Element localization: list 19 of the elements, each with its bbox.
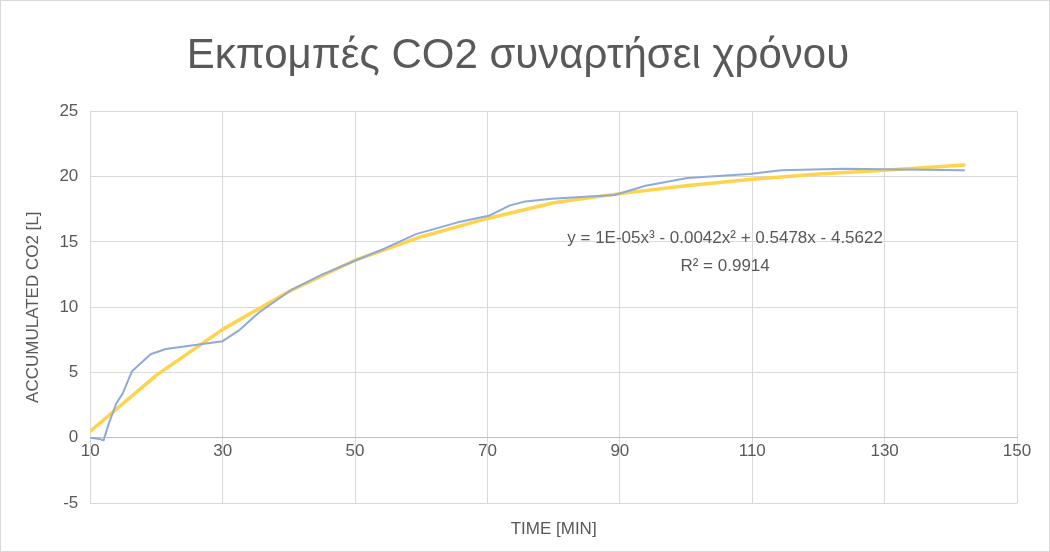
chart-title: Εκπομπές CO2 συναρτήσει χρόνου	[186, 29, 850, 77]
y-tick-label: 0	[68, 427, 79, 447]
y-tick-label: 20	[59, 166, 79, 186]
x-tick-label: 90	[610, 440, 630, 460]
y-tick-label: 10	[59, 296, 79, 316]
x-tick-label: 150	[1002, 440, 1032, 460]
x-tick-label: 50	[345, 440, 365, 460]
annotation: y = 1E-05x³ - 0.0042x² + 0.5478x - 4.5622	[567, 228, 883, 248]
x-tick-label: 110	[738, 440, 766, 460]
x-tick-label: 30	[213, 440, 233, 460]
x-tick-label: 70	[478, 440, 497, 460]
y-tick-label: 5	[68, 362, 79, 382]
annotation: R² = 0.9914	[680, 256, 770, 276]
y-tick-label: -5	[63, 492, 79, 512]
y-axis-title: ACCUMULATED CO2 [L]	[22, 211, 42, 403]
x-axis-title: TIME [MIN]	[510, 519, 597, 538]
y-tick-label: 15	[59, 231, 79, 251]
x-tick-label: 130	[870, 440, 899, 460]
y-tick-label: 25	[59, 101, 79, 121]
